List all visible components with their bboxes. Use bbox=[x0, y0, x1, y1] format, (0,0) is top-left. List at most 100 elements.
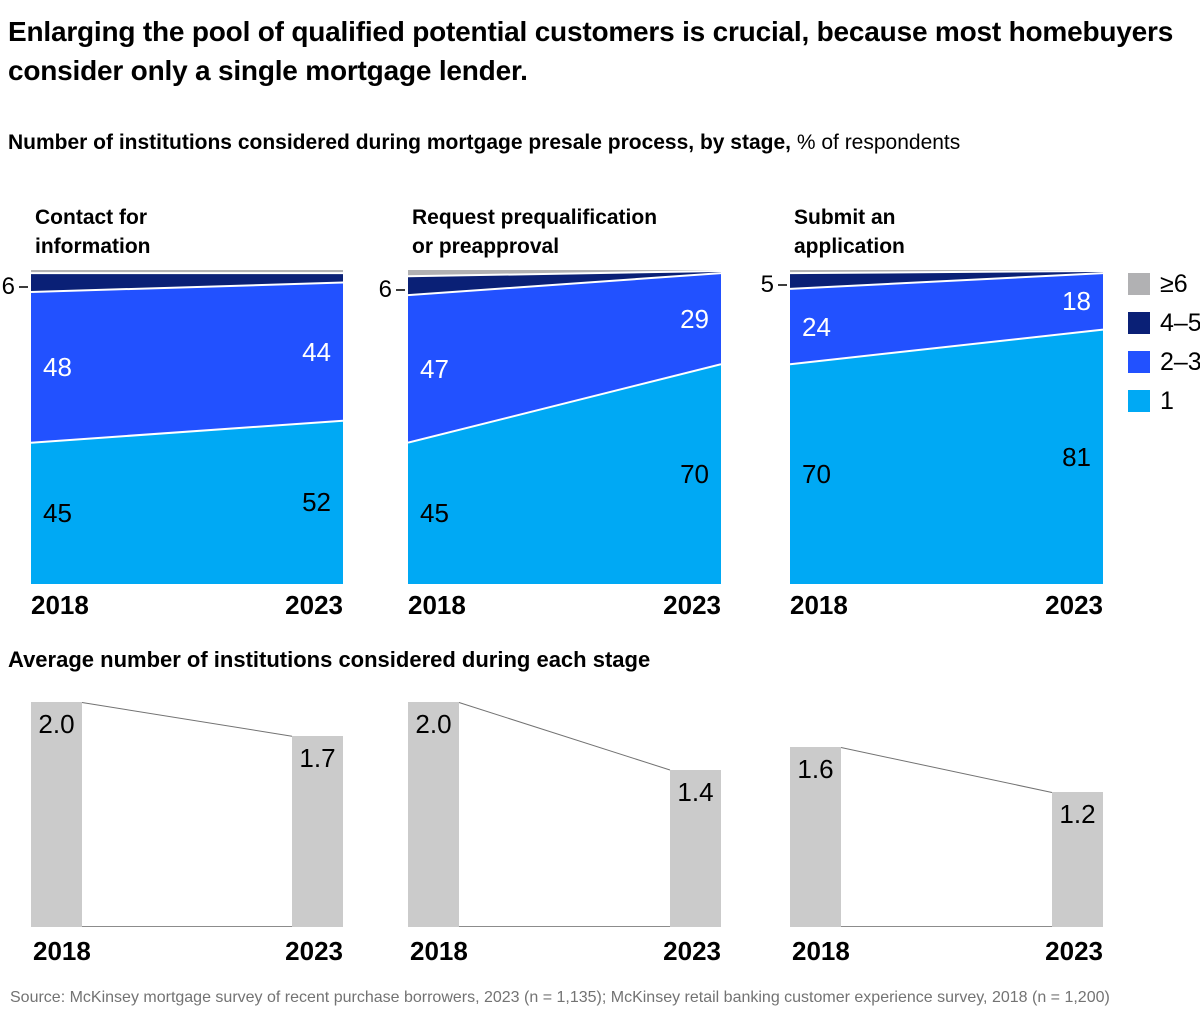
stage-title: Request prequalification or preapproval bbox=[412, 203, 657, 261]
band-separator bbox=[408, 273, 721, 295]
y-axis-tick bbox=[396, 288, 405, 291]
x-axis-label-2023: 2023 bbox=[663, 936, 721, 966]
legend-item: 4–5 bbox=[1128, 309, 1200, 337]
avg-plot-svg bbox=[408, 702, 721, 927]
band-separator bbox=[790, 271, 1103, 273]
x-axis-label-2023: 2023 bbox=[1045, 590, 1103, 620]
legend-swatch bbox=[1128, 312, 1150, 334]
y-axis-tick bbox=[778, 283, 787, 286]
area-plot: 70 81 24 18 bbox=[790, 270, 1103, 584]
area-value-label: 81 bbox=[1062, 441, 1091, 472]
area-value-label: 70 bbox=[802, 459, 831, 490]
x-axis-label-2023: 2023 bbox=[285, 936, 343, 966]
avg-value-label: 1.2 bbox=[1059, 799, 1096, 829]
avg-bar-2023 bbox=[292, 735, 343, 927]
avg-bar-2018 bbox=[408, 702, 459, 927]
area-plot-svg bbox=[31, 270, 343, 584]
legend-label: 4–5 bbox=[1160, 309, 1200, 337]
legend-item: 1 bbox=[1128, 387, 1200, 415]
avg-bar-2018 bbox=[790, 747, 841, 927]
legend: ≥6 4–5 2–3 1 bbox=[1128, 270, 1200, 429]
y-axis-tick bbox=[19, 285, 28, 288]
avg-value-label: 1.6 bbox=[797, 754, 834, 784]
area-band-2 bbox=[408, 273, 721, 443]
avg-value-label: 1.4 bbox=[677, 776, 714, 807]
stage-title-line: information bbox=[35, 235, 151, 258]
y-axis-label: 5 bbox=[760, 270, 774, 298]
stage-title: Contact for information bbox=[35, 203, 151, 261]
legend-label: ≥6 bbox=[1160, 270, 1188, 298]
band-separator bbox=[31, 421, 343, 443]
area-plot: 45 70 47 29 bbox=[408, 270, 721, 584]
x-axis-label-2018: 2018 bbox=[790, 590, 848, 620]
average-section-title: Average number of institutions considere… bbox=[8, 647, 651, 672]
legend-label: 2–3 bbox=[1160, 348, 1200, 376]
connector-line bbox=[840, 747, 1053, 793]
band-separator bbox=[408, 271, 721, 276]
area-band-3 bbox=[31, 273, 343, 292]
area-value-label: 52 bbox=[302, 487, 331, 518]
stage-title-line: Contact for bbox=[35, 206, 147, 229]
y-axis-label: 6 bbox=[1, 272, 15, 300]
area-band-2 bbox=[31, 282, 343, 443]
stage-title-line: Request prequalification bbox=[412, 206, 658, 229]
avg-bar-2023 bbox=[670, 769, 721, 927]
legend-item: ≥6 bbox=[1128, 270, 1200, 298]
x-axis-label-2018: 2018 bbox=[33, 936, 91, 966]
connector-line bbox=[81, 702, 293, 737]
avg-value-label: 2.0 bbox=[38, 709, 75, 739]
avg-plot-svg bbox=[31, 702, 343, 927]
page-title: Enlarging the pool of qualified potentia… bbox=[8, 16, 1174, 86]
band-separator bbox=[790, 330, 1103, 365]
area-band-2 bbox=[790, 273, 1103, 365]
x-axis-label-2018: 2018 bbox=[31, 590, 89, 620]
x-axis-label-2023: 2023 bbox=[285, 590, 343, 620]
legend-label: 1 bbox=[1160, 387, 1174, 415]
band-separator bbox=[408, 364, 721, 443]
x-axis-label-2023: 2023 bbox=[663, 590, 721, 620]
area-plot-svg bbox=[790, 270, 1103, 584]
avg-value-label: 2.0 bbox=[415, 709, 452, 739]
area-value-label: 70 bbox=[680, 459, 709, 490]
area-value-label: 24 bbox=[802, 311, 831, 342]
chart-subtitle-bold: Number of institutions considered during… bbox=[8, 131, 791, 154]
area-value-label: 29 bbox=[680, 303, 709, 334]
stage-title-line: application bbox=[794, 235, 905, 258]
legend-swatch bbox=[1128, 390, 1150, 412]
connector-line bbox=[458, 702, 671, 771]
x-axis-label-2018: 2018 bbox=[410, 936, 468, 966]
average-chart: 2.0 1.4 bbox=[408, 690, 721, 927]
source-note: Source: McKinsey mortgage survey of rece… bbox=[10, 989, 1110, 1006]
avg-bar-2023 bbox=[1052, 792, 1103, 927]
area-value-label: 18 bbox=[1062, 286, 1091, 317]
band-separator bbox=[790, 273, 1103, 289]
area-value-label: 45 bbox=[43, 498, 72, 529]
x-axis-label-2018: 2018 bbox=[792, 936, 850, 966]
stage-title-line: Submit an bbox=[794, 206, 896, 229]
avg-value-label: 1.7 bbox=[299, 742, 336, 773]
area-plot-svg bbox=[408, 270, 721, 584]
stage-title-line: or preapproval bbox=[412, 235, 560, 258]
area-band-1 bbox=[790, 329, 1103, 584]
y-axis-label: 6 bbox=[378, 275, 392, 303]
legend-item: 2–3 bbox=[1128, 348, 1200, 376]
x-axis-label-2018: 2018 bbox=[408, 590, 466, 620]
area-value-label: 47 bbox=[420, 353, 449, 384]
area-band-1 bbox=[31, 420, 343, 584]
avg-bar-2018 bbox=[31, 702, 82, 927]
legend-swatch bbox=[1128, 351, 1150, 373]
chart-subtitle-unit: % of respondents bbox=[791, 131, 961, 154]
area-band-1 bbox=[408, 364, 721, 584]
legend-swatch bbox=[1128, 273, 1150, 295]
area-value-label: 48 bbox=[43, 352, 72, 383]
stage-title: Submit an application bbox=[794, 203, 905, 261]
avg-plot-svg bbox=[790, 747, 1103, 927]
x-axis-label-2023: 2023 bbox=[1045, 936, 1103, 966]
average-chart: 1.6 1.2 bbox=[790, 690, 1103, 927]
area-value-label: 44 bbox=[302, 336, 331, 367]
area-plot: 45 52 48 44 bbox=[31, 270, 343, 584]
area-value-label: 45 bbox=[420, 498, 449, 529]
average-chart: 2.0 1.7 bbox=[31, 690, 343, 927]
chart-subtitle: Number of institutions considered during… bbox=[8, 130, 960, 156]
